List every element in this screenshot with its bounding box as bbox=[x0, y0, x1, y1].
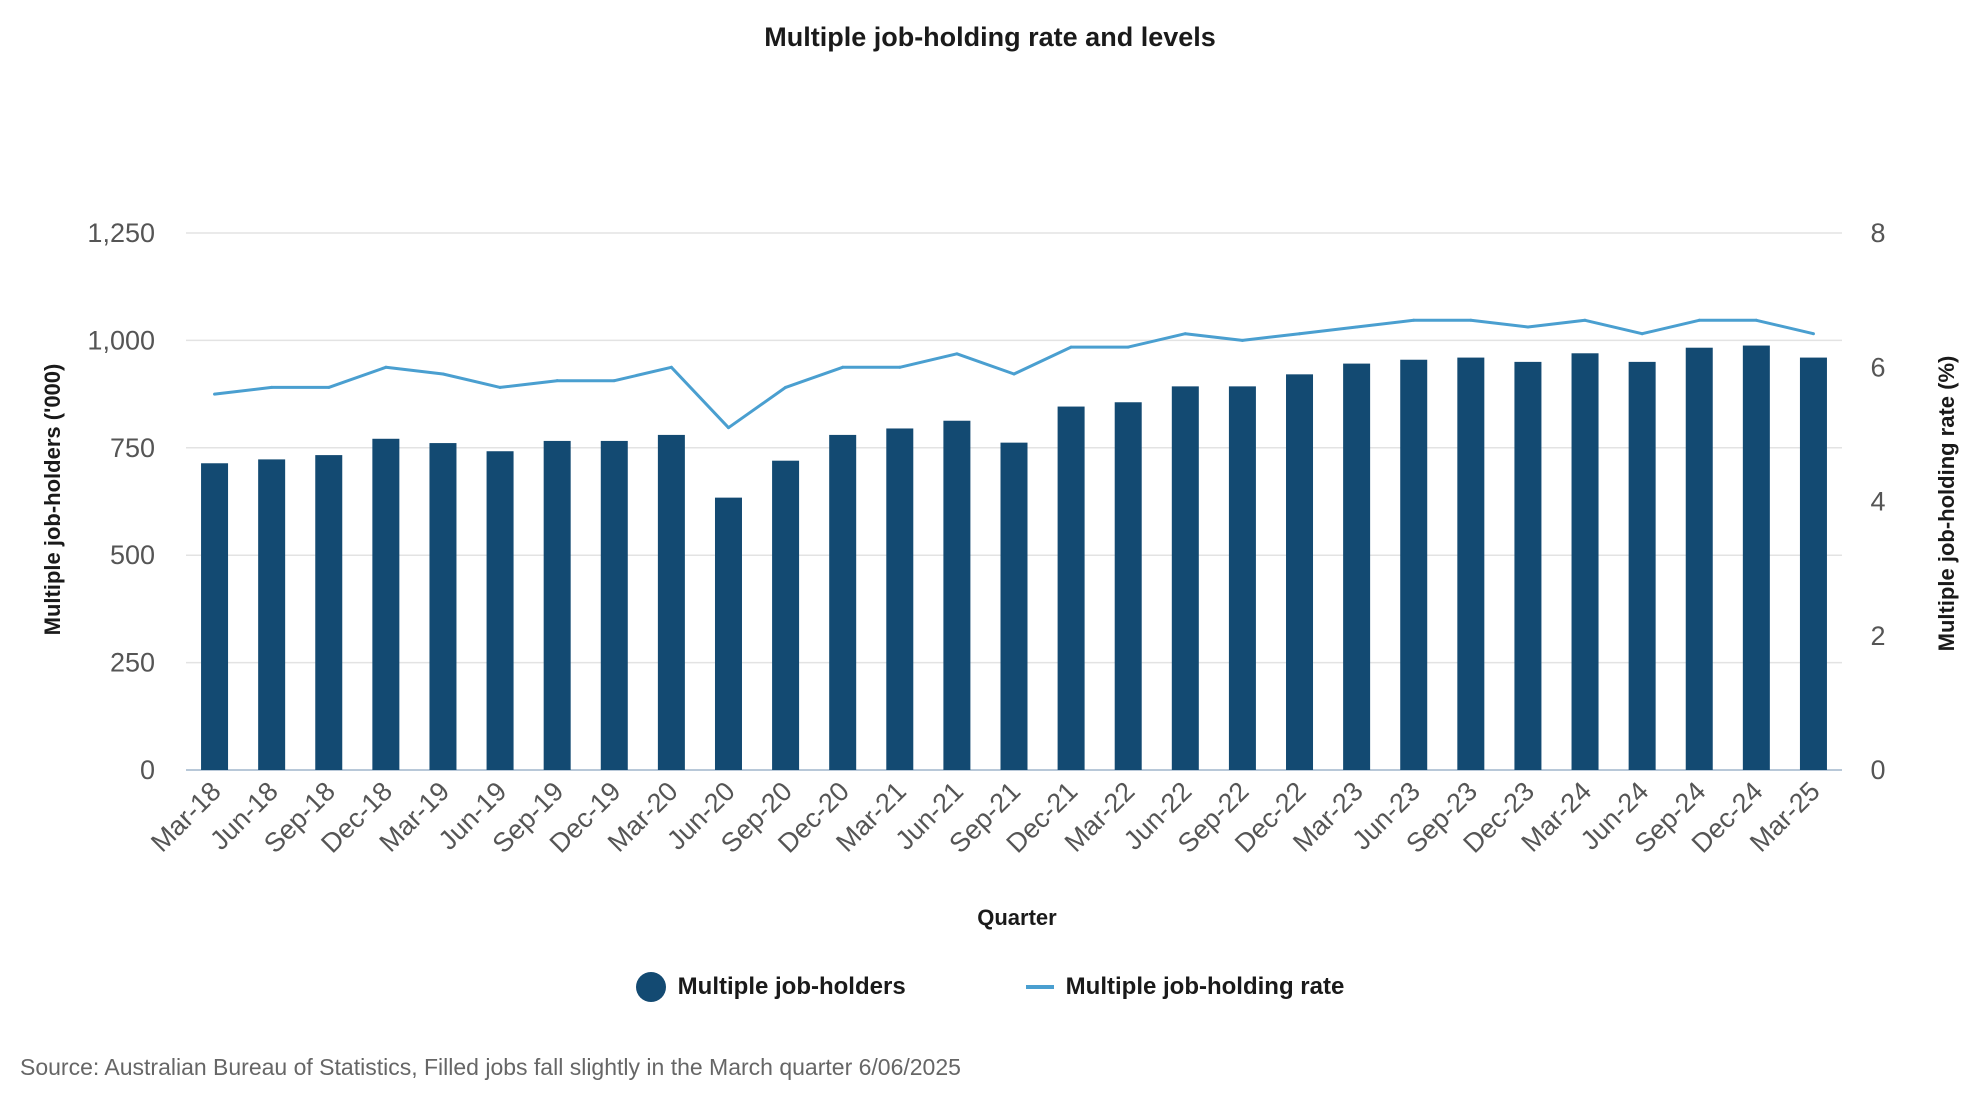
bar bbox=[1114, 402, 1142, 770]
rate-point bbox=[1412, 318, 1416, 322]
bar bbox=[772, 460, 800, 770]
bar bbox=[1000, 442, 1028, 770]
bar bbox=[1343, 363, 1371, 770]
rate-point bbox=[213, 392, 217, 396]
rate-point bbox=[327, 385, 331, 389]
rate-point bbox=[1469, 318, 1473, 322]
bar bbox=[1400, 359, 1428, 770]
rate-point bbox=[1583, 318, 1587, 322]
bar bbox=[1742, 345, 1770, 770]
rate-point bbox=[841, 365, 845, 369]
y-left-tick-label: 250 bbox=[110, 648, 155, 678]
rate-point bbox=[555, 379, 559, 383]
rate-point bbox=[1183, 332, 1187, 336]
bar bbox=[886, 428, 914, 770]
rate-point bbox=[1298, 332, 1302, 336]
rate-point bbox=[1640, 332, 1644, 336]
bar bbox=[1286, 374, 1314, 770]
bar bbox=[1171, 386, 1199, 770]
rate-point bbox=[784, 385, 788, 389]
y-right-axis-title: Multiple job-holding rate (%) bbox=[1934, 356, 1959, 652]
rate-point bbox=[955, 352, 959, 356]
y-right-tick-label: 4 bbox=[1870, 487, 1885, 517]
bar bbox=[201, 463, 229, 770]
bar bbox=[943, 420, 971, 770]
bar bbox=[429, 443, 457, 770]
y-left-tick-label: 750 bbox=[110, 433, 155, 463]
y-left-tick-label: 1,250 bbox=[87, 218, 155, 248]
bar bbox=[1685, 347, 1713, 770]
rate-point bbox=[441, 372, 445, 376]
rate-point bbox=[1811, 332, 1815, 336]
bar bbox=[315, 455, 343, 770]
rate-point bbox=[1754, 318, 1758, 322]
bar bbox=[829, 434, 857, 770]
bar bbox=[600, 440, 628, 770]
rate-point bbox=[1240, 338, 1244, 342]
legend-item-line[interactable]: Multiple job-holding rate bbox=[1025, 972, 1345, 1002]
rate-point bbox=[1697, 318, 1701, 322]
rate-point bbox=[1012, 372, 1016, 376]
bar bbox=[1457, 357, 1485, 770]
chart-legend: Multiple job-holders Multiple job-holdin… bbox=[0, 972, 1980, 1002]
chart-canvas: 02505007501,0001,25002468Mar-18Jun-18Sep… bbox=[40, 218, 1959, 930]
legend-label-line: Multiple job-holding rate bbox=[1065, 973, 1345, 1000]
legend-item-bars[interactable]: Multiple job-holders bbox=[635, 972, 906, 1002]
rate-point bbox=[1069, 345, 1073, 349]
rate-point bbox=[898, 365, 902, 369]
y-left-axis-title: Multiple job-holders ('000) bbox=[40, 364, 65, 636]
y-left-tick-label: 500 bbox=[110, 540, 155, 570]
rate-point bbox=[669, 365, 673, 369]
rate-point bbox=[1126, 345, 1130, 349]
legend-swatch-line bbox=[1025, 985, 1054, 989]
bar bbox=[1057, 406, 1085, 770]
y-right-tick-label: 8 bbox=[1870, 218, 1885, 248]
y-left-tick-label: 0 bbox=[140, 755, 155, 785]
bar bbox=[1514, 361, 1542, 770]
rate-point bbox=[612, 379, 616, 383]
bar bbox=[543, 440, 571, 770]
bar bbox=[1228, 386, 1256, 770]
bar bbox=[1799, 357, 1827, 770]
x-axis-title: Quarter bbox=[977, 905, 1057, 930]
y-right-tick-label: 6 bbox=[1870, 352, 1885, 382]
bar bbox=[714, 497, 742, 770]
chart-title: Multiple job-holding rate and levels bbox=[764, 22, 1216, 52]
rate-point bbox=[384, 365, 388, 369]
rate-point bbox=[1526, 325, 1530, 329]
bar bbox=[1571, 353, 1599, 770]
rate-point bbox=[1355, 325, 1359, 329]
legend-swatch-bars bbox=[635, 972, 666, 1002]
y-left-tick-label: 1,000 bbox=[87, 325, 155, 355]
bar bbox=[657, 434, 685, 770]
y-right-tick-label: 0 bbox=[1870, 755, 1885, 785]
bar bbox=[1628, 361, 1656, 770]
bar bbox=[372, 438, 400, 770]
y-right-tick-label: 2 bbox=[1870, 621, 1885, 651]
source-note: Source: Australian Bureau of Statistics,… bbox=[20, 1054, 961, 1080]
rate-point bbox=[726, 426, 730, 430]
bar bbox=[258, 459, 286, 770]
bar bbox=[486, 451, 514, 770]
legend-label-bars: Multiple job-holders bbox=[677, 973, 906, 1000]
rate-point bbox=[498, 385, 502, 389]
rate-point bbox=[270, 385, 274, 389]
